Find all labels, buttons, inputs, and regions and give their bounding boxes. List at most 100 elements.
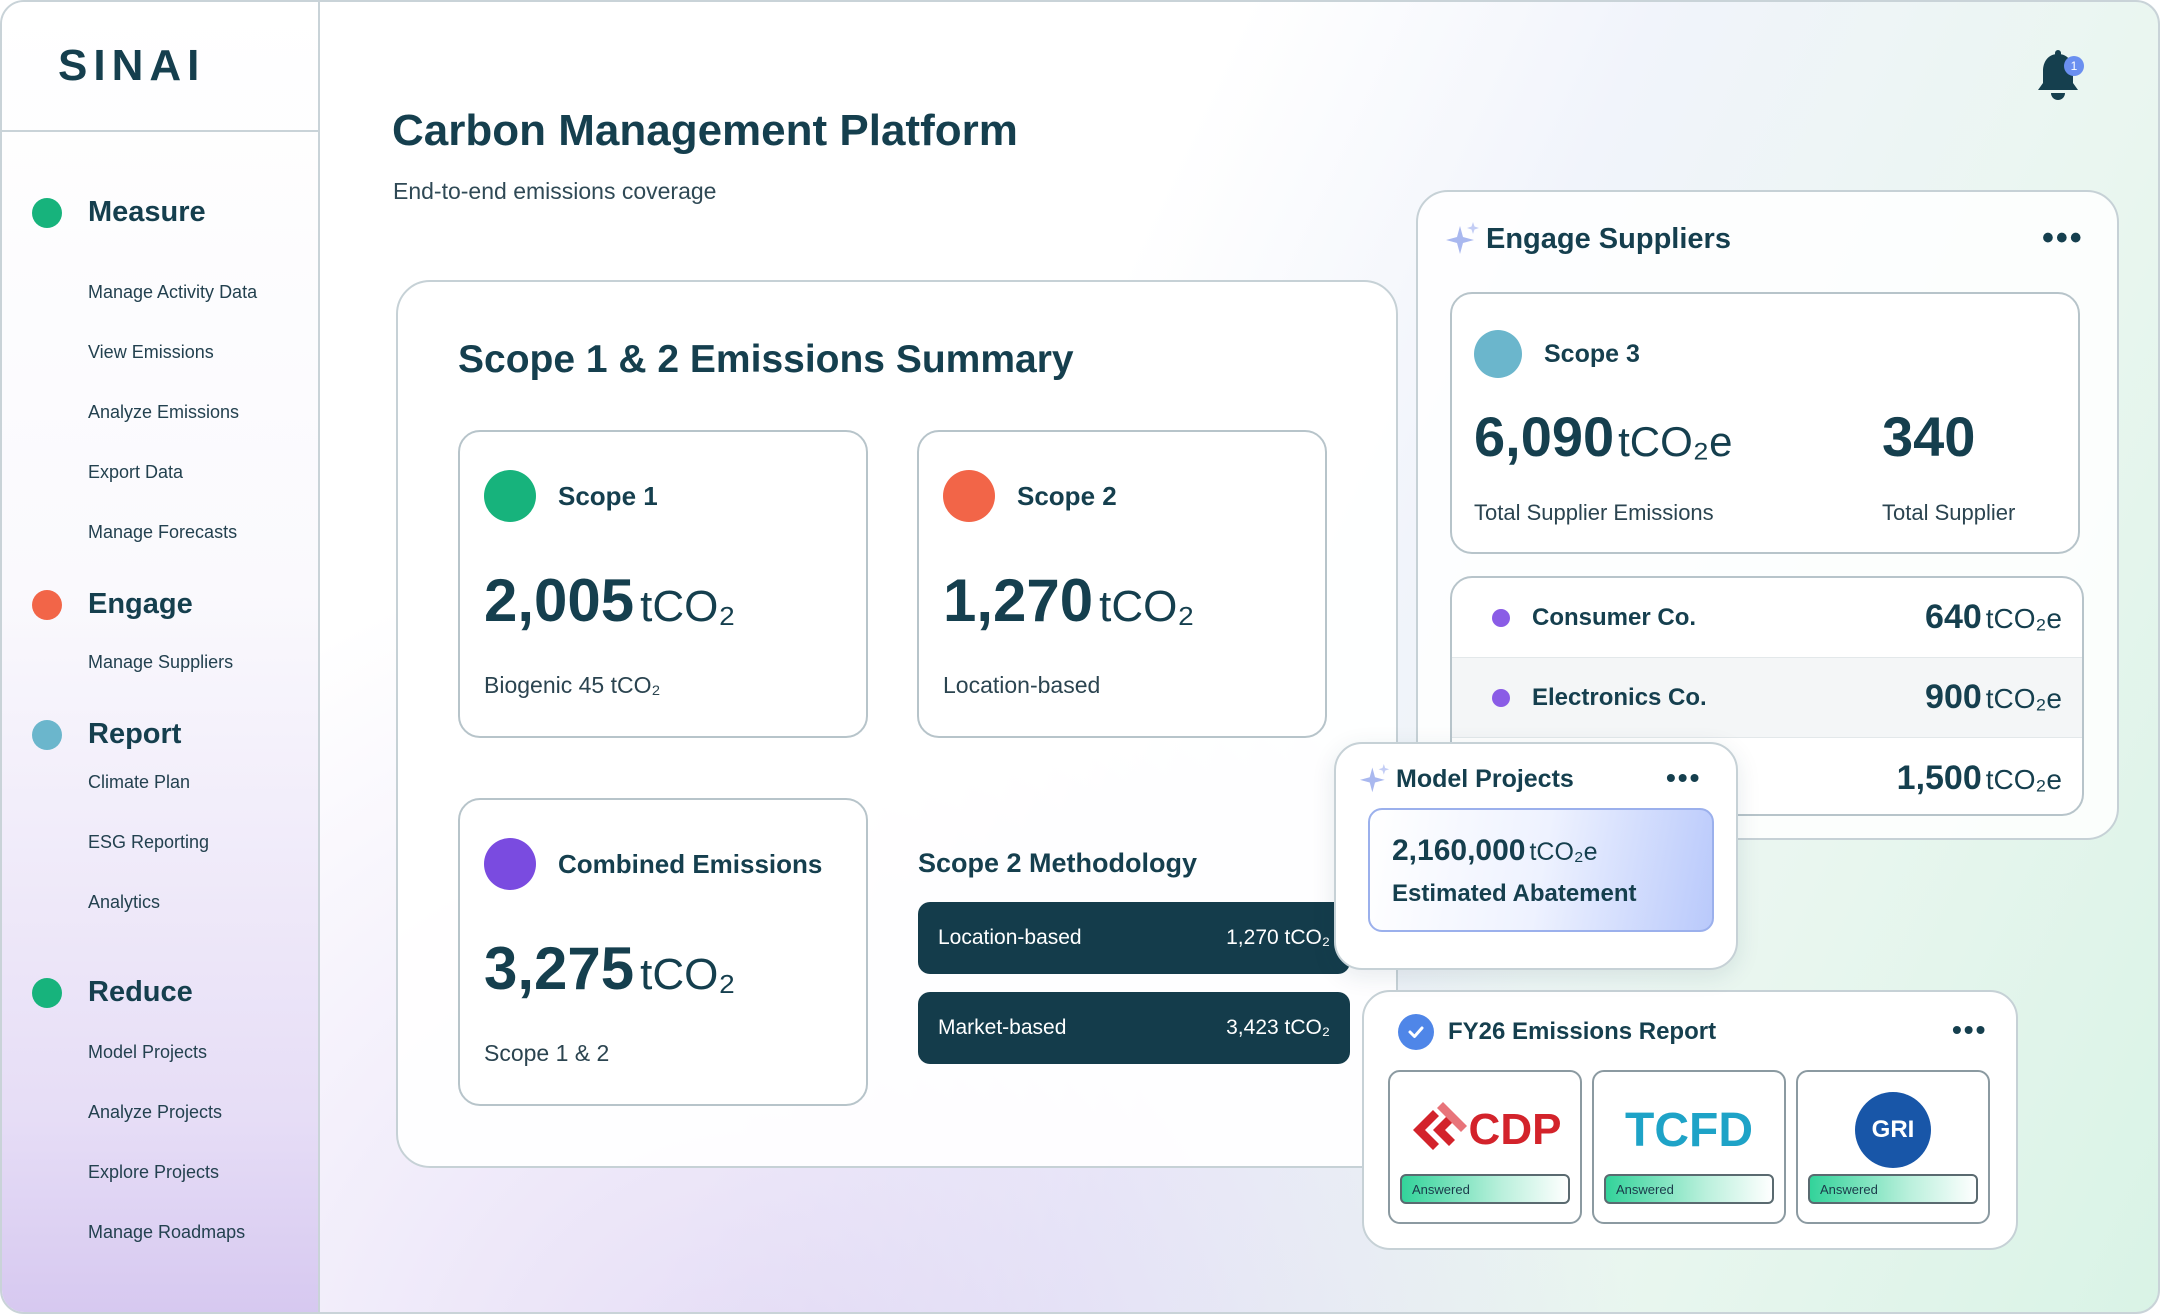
- scope1-dot-icon: [484, 470, 536, 522]
- nav-section-label: Report: [88, 718, 182, 750]
- methodology-row-value: 3,423 tCO₂: [1226, 1016, 1330, 1039]
- model-projects-header: Model Projects: [1360, 764, 1574, 794]
- report-dot-icon: [32, 719, 62, 750]
- gri-label: GRI: [1855, 1092, 1931, 1168]
- scope2-label: Scope 2: [1017, 480, 1117, 511]
- estimated-abatement-box: 2,160,000 tCO₂e Estimated Abatement: [1368, 808, 1714, 932]
- nav-item-model-projects[interactable]: Model Projects: [88, 1042, 208, 1062]
- cdp-logo: CDP: [1390, 1090, 1580, 1170]
- model-projects-more-icon[interactable]: •••: [1666, 762, 1702, 793]
- nav-item-analytics[interactable]: Analytics: [88, 892, 161, 912]
- combined-note: Scope 1 & 2: [484, 1040, 610, 1066]
- model-projects-title: Model Projects: [1396, 764, 1574, 793]
- nav-item-esg-reporting[interactable]: ESG Reporting: [88, 832, 210, 852]
- nav-section-label: Measure: [88, 196, 206, 228]
- scope3-dot-icon: [1474, 330, 1522, 378]
- report-more-icon[interactable]: •••: [1952, 1014, 1988, 1045]
- model-projects-card[interactable]: Model Projects ••• 2,160,000 tCO₂e Estima…: [1334, 742, 1738, 970]
- supplier-count: 340: [1882, 405, 1976, 468]
- supplier-count-note: Total Supplier: [1882, 500, 2016, 525]
- supplier-row[interactable]: 1,500 tCO₂e: [1452, 738, 2082, 814]
- cdp-label: CDP: [1468, 1105, 1562, 1154]
- gri-logo: GRI: [1798, 1090, 1988, 1170]
- sidebar: SINAI Measure Manage Activity Data View …: [2, 2, 320, 1312]
- scope2-card[interactable]: Scope 2 1,270 tCO₂ Location-based: [917, 430, 1327, 738]
- supplier-value: 900 tCO₂e: [1925, 678, 2062, 716]
- emissions-summary-card: Scope 1 & 2 Emissions Summary Scope 1 2,…: [396, 280, 1398, 1168]
- abatement-label: Estimated Abatement: [1392, 880, 1637, 907]
- tcfd-logo: TCFD: [1594, 1090, 1784, 1170]
- scope3-label: Scope 3: [1544, 339, 1640, 368]
- reduce-dot-icon: [32, 977, 62, 1008]
- check-icon: [1398, 1014, 1434, 1050]
- nav-item-manage-suppliers[interactable]: Manage Suppliers: [88, 652, 234, 672]
- methodology-row-value: 1,270 tCO₂: [1226, 926, 1330, 949]
- report-header: FY26 Emissions Report: [1398, 1014, 1716, 1050]
- nav-item-analyze-emissions[interactable]: Analyze Emissions: [88, 402, 240, 422]
- emissions-report-card: FY26 Emissions Report ••• CDP Answered T…: [1362, 990, 2018, 1250]
- measure-dot-icon: [32, 197, 62, 228]
- engage-suppliers-card: Engage Suppliers ••• Scope 3 6,090tCO₂e …: [1416, 190, 2119, 840]
- methodology-row-label: Location-based: [938, 926, 1082, 949]
- sparkle-icon: [1360, 764, 1390, 793]
- combined-value: 3,275 tCO₂: [484, 935, 736, 1002]
- status-badge: Answered: [1400, 1174, 1570, 1204]
- nav-item-climate-plan[interactable]: Climate Plan: [88, 772, 191, 792]
- engage-dot-icon: [32, 589, 62, 620]
- combined-dot-icon: [484, 838, 536, 890]
- nav-section-reduce[interactable]: Reduce: [32, 976, 193, 1009]
- supplier-name: Consumer Co.: [1532, 603, 1697, 631]
- scope1-label: Scope 1: [558, 480, 658, 511]
- scope2-dot-icon: [943, 470, 995, 522]
- cdp-mark-icon: [1412, 1102, 1467, 1150]
- nav-item-analyze-projects[interactable]: Analyze Projects: [88, 1102, 223, 1122]
- page-subtitle: End-to-end emissions coverage: [393, 178, 717, 204]
- scope3-card[interactable]: Scope 3 6,090tCO₂e 340 Total Supplier Em…: [1450, 292, 2080, 554]
- engage-more-icon[interactable]: •••: [2042, 219, 2084, 257]
- engage-title: Engage Suppliers: [1486, 222, 1731, 255]
- scope3-value: 6,090tCO₂e: [1474, 405, 1733, 468]
- sparkle-icon: [1446, 222, 1479, 254]
- logo-area: SINAI: [2, 2, 318, 132]
- nav-section-report[interactable]: Report: [32, 718, 181, 751]
- status-badge: Answered: [1808, 1174, 1978, 1204]
- nav-item-export-data[interactable]: Export Data: [88, 462, 184, 482]
- combined-label: Combined Emissions: [558, 848, 823, 879]
- methodology-row-location[interactable]: Location-based 1,270 tCO₂: [918, 902, 1350, 974]
- tcfd-label: TCFD: [1625, 1103, 1753, 1157]
- nav-section-label: Reduce: [88, 976, 193, 1008]
- scope1-note: Biogenic 45 tCO₂: [484, 672, 661, 698]
- nav-item-explore-projects[interactable]: Explore Projects: [88, 1162, 220, 1182]
- nav-item-manage-forecasts[interactable]: Manage Forecasts: [88, 522, 238, 542]
- engage-header: Engage Suppliers: [1446, 222, 1731, 256]
- framework-gri[interactable]: GRI Answered: [1796, 1070, 1990, 1224]
- page-title: Carbon Management Platform: [392, 106, 1018, 155]
- status-badge: Answered: [1604, 1174, 1774, 1204]
- supplier-row[interactable]: Electronics Co. 900 tCO₂e: [1452, 658, 2082, 738]
- nav-item-manage-roadmaps[interactable]: Manage Roadmaps: [88, 1222, 246, 1242]
- scope1-value: 2,005 tCO₂: [484, 567, 736, 634]
- supplier-row[interactable]: Consumer Co. 640 tCO₂e: [1452, 578, 2082, 658]
- nav-section-measure[interactable]: Measure: [32, 196, 206, 229]
- methodology-row-market[interactable]: Market-based 3,423 tCO₂: [918, 992, 1350, 1064]
- scope2-note: Location-based: [943, 672, 1101, 698]
- combined-emissions-card[interactable]: Combined Emissions 3,275 tCO₂ Scope 1 & 2: [458, 798, 868, 1106]
- scope1-card[interactable]: Scope 1 2,005 tCO₂ Biogenic 45 tCO₂: [458, 430, 868, 738]
- framework-tcfd[interactable]: TCFD Answered: [1592, 1070, 1786, 1224]
- scope2-value: 1,270 tCO₂: [943, 567, 1195, 634]
- notification-badge: 1: [2064, 56, 2084, 76]
- nav-item-manage-activity-data[interactable]: Manage Activity Data: [88, 282, 258, 302]
- summary-title: Scope 1 & 2 Emissions Summary: [458, 338, 1074, 381]
- supplier-value: 640 tCO₂e: [1925, 598, 2062, 636]
- nav-item-view-emissions[interactable]: View Emissions: [88, 342, 214, 362]
- framework-cdp[interactable]: CDP Answered: [1388, 1070, 1582, 1224]
- notification-bell-icon[interactable]: 1: [2034, 50, 2084, 104]
- supplier-dot-icon: [1492, 688, 1510, 707]
- logo[interactable]: SINAI: [58, 41, 206, 90]
- abatement-value: 2,160,000 tCO₂e: [1392, 834, 1598, 867]
- nav-section-engage[interactable]: Engage: [32, 588, 193, 621]
- supplier-dot-icon: [1492, 608, 1510, 627]
- methodology-row-label: Market-based: [938, 1016, 1067, 1039]
- scope3-value-note: Total Supplier Emissions: [1474, 500, 1714, 525]
